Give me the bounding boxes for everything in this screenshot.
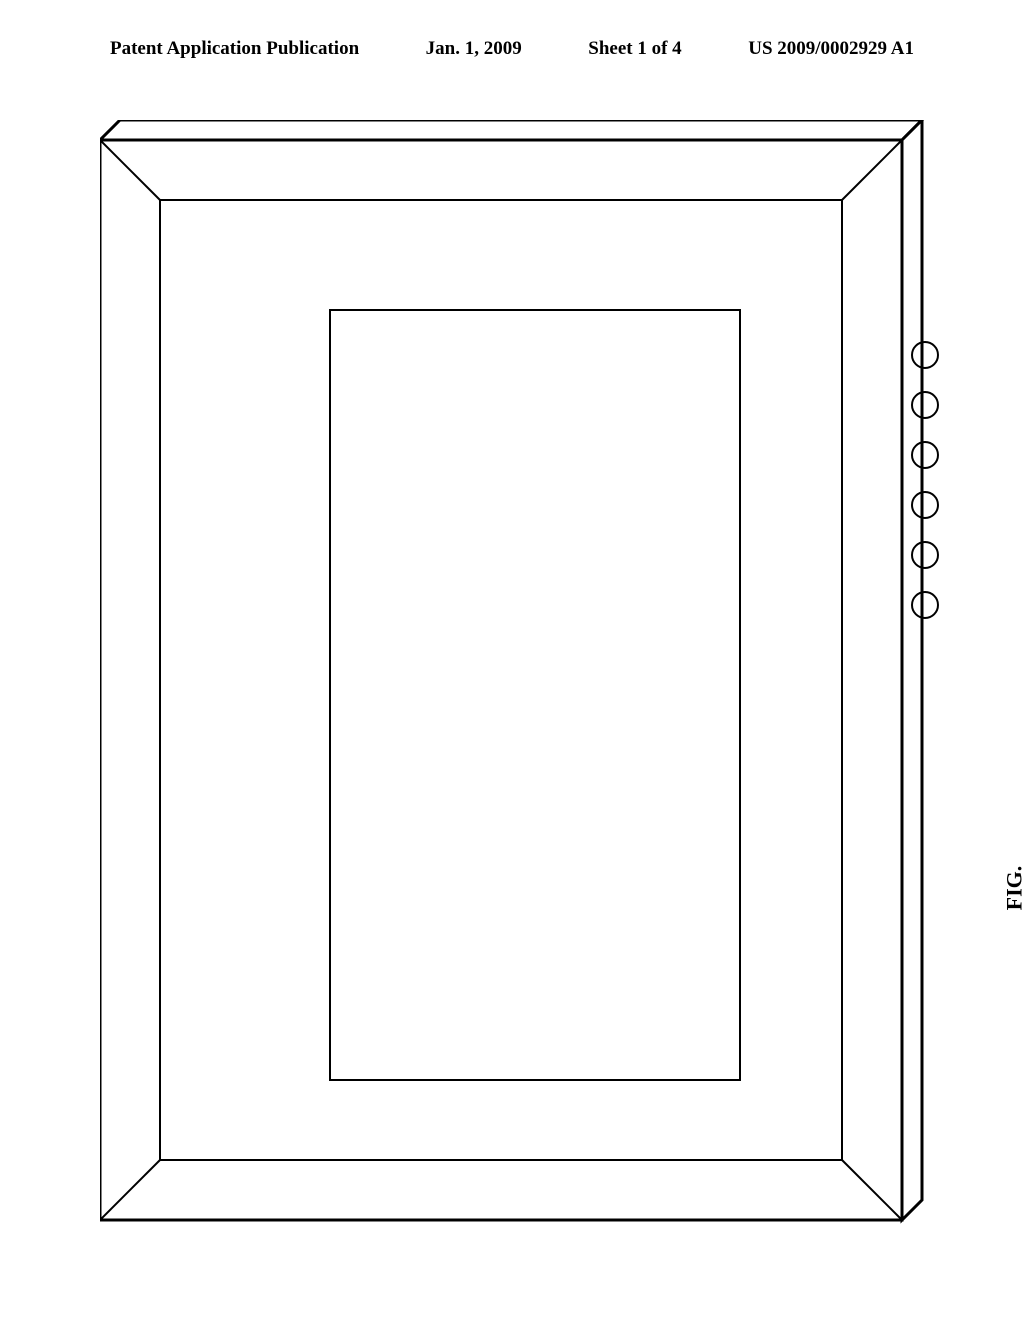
publication-label: Patent Application Publication [110,38,359,60]
figure-label: FIG. 1 [1001,866,1024,911]
figure-container: FIG. 1 [100,120,930,1250]
publication-date: Jan. 1, 2009 [426,38,522,60]
sheet-number: Sheet 1 of 4 [588,38,681,60]
digital-frame-diagram [100,120,960,1250]
page-header: Patent Application Publication Jan. 1, 2… [0,38,1024,60]
publication-number: US 2009/0002929 A1 [748,38,914,60]
